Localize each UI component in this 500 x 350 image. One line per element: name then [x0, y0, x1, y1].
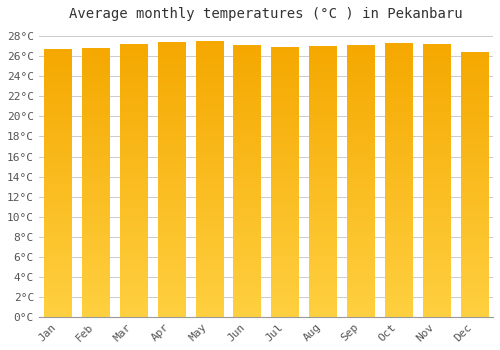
Title: Average monthly temperatures (°C ) in Pekanbaru: Average monthly temperatures (°C ) in Pe… [69, 7, 462, 21]
